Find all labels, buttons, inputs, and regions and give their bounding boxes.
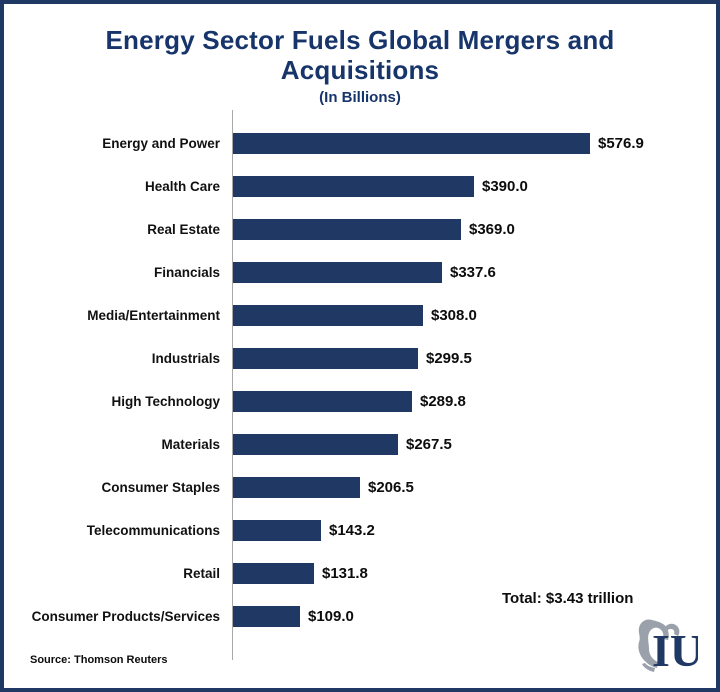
y-axis-line xyxy=(232,109,233,660)
bar xyxy=(232,218,461,240)
bar-area: $337.6 xyxy=(232,251,706,294)
bar-area: $267.5 xyxy=(232,423,706,466)
bar-row: Consumer Products/Services $109.0 xyxy=(4,595,706,638)
value-label: $109.0 xyxy=(308,607,354,625)
bar-area: $289.8 xyxy=(232,380,706,423)
bar-rows: Energy and Power $576.9 Health Care $390.0 R… xyxy=(4,122,706,638)
category-label: Materials xyxy=(161,436,220,452)
bar-area: $143.2 xyxy=(232,509,706,552)
bar-row: Media/Entertainment $308.0 xyxy=(4,294,706,337)
bar-row: Financials $337.6 xyxy=(4,251,706,294)
bar-area: $131.8 xyxy=(232,552,706,595)
source-note: Source: Thomson Reuters xyxy=(30,654,168,666)
value-label: $143.2 xyxy=(329,521,375,539)
category-label: Health Care xyxy=(144,178,220,194)
category-label: High Technology xyxy=(111,393,221,409)
value-label: $390.0 xyxy=(482,177,528,195)
bar xyxy=(232,304,423,326)
bar-area: $109.0 xyxy=(232,595,706,638)
bar-row: Health Care $390.0 xyxy=(4,165,706,208)
category-label: Media/Entertainment xyxy=(87,307,220,323)
category-label: Industrials xyxy=(151,350,220,366)
bar-area: $308.0 xyxy=(232,294,706,337)
category-label: Financials xyxy=(153,264,220,280)
bar xyxy=(232,175,474,197)
category-label: Consumer Staples xyxy=(101,479,220,495)
category-label: Consumer Products/Services xyxy=(31,608,220,624)
bar-area: $299.5 xyxy=(232,337,706,380)
category-label: Telecommunications xyxy=(86,522,220,538)
bar xyxy=(232,433,398,455)
value-label: $299.5 xyxy=(426,349,472,367)
category-label: Retail xyxy=(183,565,220,581)
svg-text:IU: IU xyxy=(652,625,698,676)
value-label: $308.0 xyxy=(431,306,477,324)
bar-chart: Energy and Power $576.9 Health Care $390.0 R… xyxy=(4,109,716,660)
bar-row: Consumer Staples $206.5 xyxy=(4,466,706,509)
bar-area: $206.5 xyxy=(232,466,706,509)
bar-row: Energy and Power $576.9 xyxy=(4,122,706,165)
bar xyxy=(232,390,412,412)
chart-subtitle: (In Billions) xyxy=(319,88,401,106)
lion-logo-graphic: IU xyxy=(638,619,703,676)
total-annotation: Total: $3.43 trillion xyxy=(502,590,634,607)
bar xyxy=(232,132,590,154)
bar-row: Retail $131.8 xyxy=(4,552,706,595)
bar xyxy=(232,261,442,283)
bar xyxy=(232,605,300,627)
bar-row: Industrials $299.5 xyxy=(4,337,706,380)
investment-u-logo: IU xyxy=(622,616,703,678)
bar-area: $576.9 xyxy=(232,122,706,165)
category-label: Energy and Power xyxy=(102,135,220,151)
value-label: $267.5 xyxy=(406,435,452,453)
value-label: $131.8 xyxy=(322,564,368,582)
value-label: $576.9 xyxy=(598,134,644,152)
category-label: Real Estate xyxy=(147,221,220,237)
bar-row: Telecommunications $143.2 xyxy=(4,509,706,552)
bar xyxy=(232,347,418,369)
value-label: $289.8 xyxy=(420,392,466,410)
value-label: $337.6 xyxy=(450,263,496,281)
bar-area: $369.0 xyxy=(232,208,706,251)
bar xyxy=(232,562,314,584)
value-label: $206.5 xyxy=(368,478,414,496)
value-label: $369.0 xyxy=(469,220,515,238)
bar-row: High Technology $289.8 xyxy=(4,380,706,423)
bar-row: Materials $267.5 xyxy=(4,423,706,466)
bar xyxy=(232,476,360,498)
chart-title: Energy Sector Fuels Global Mergers and A… xyxy=(105,25,615,85)
bar-row: Real Estate $369.0 xyxy=(4,208,706,251)
bar-area: $390.0 xyxy=(232,165,706,208)
bar xyxy=(232,519,321,541)
